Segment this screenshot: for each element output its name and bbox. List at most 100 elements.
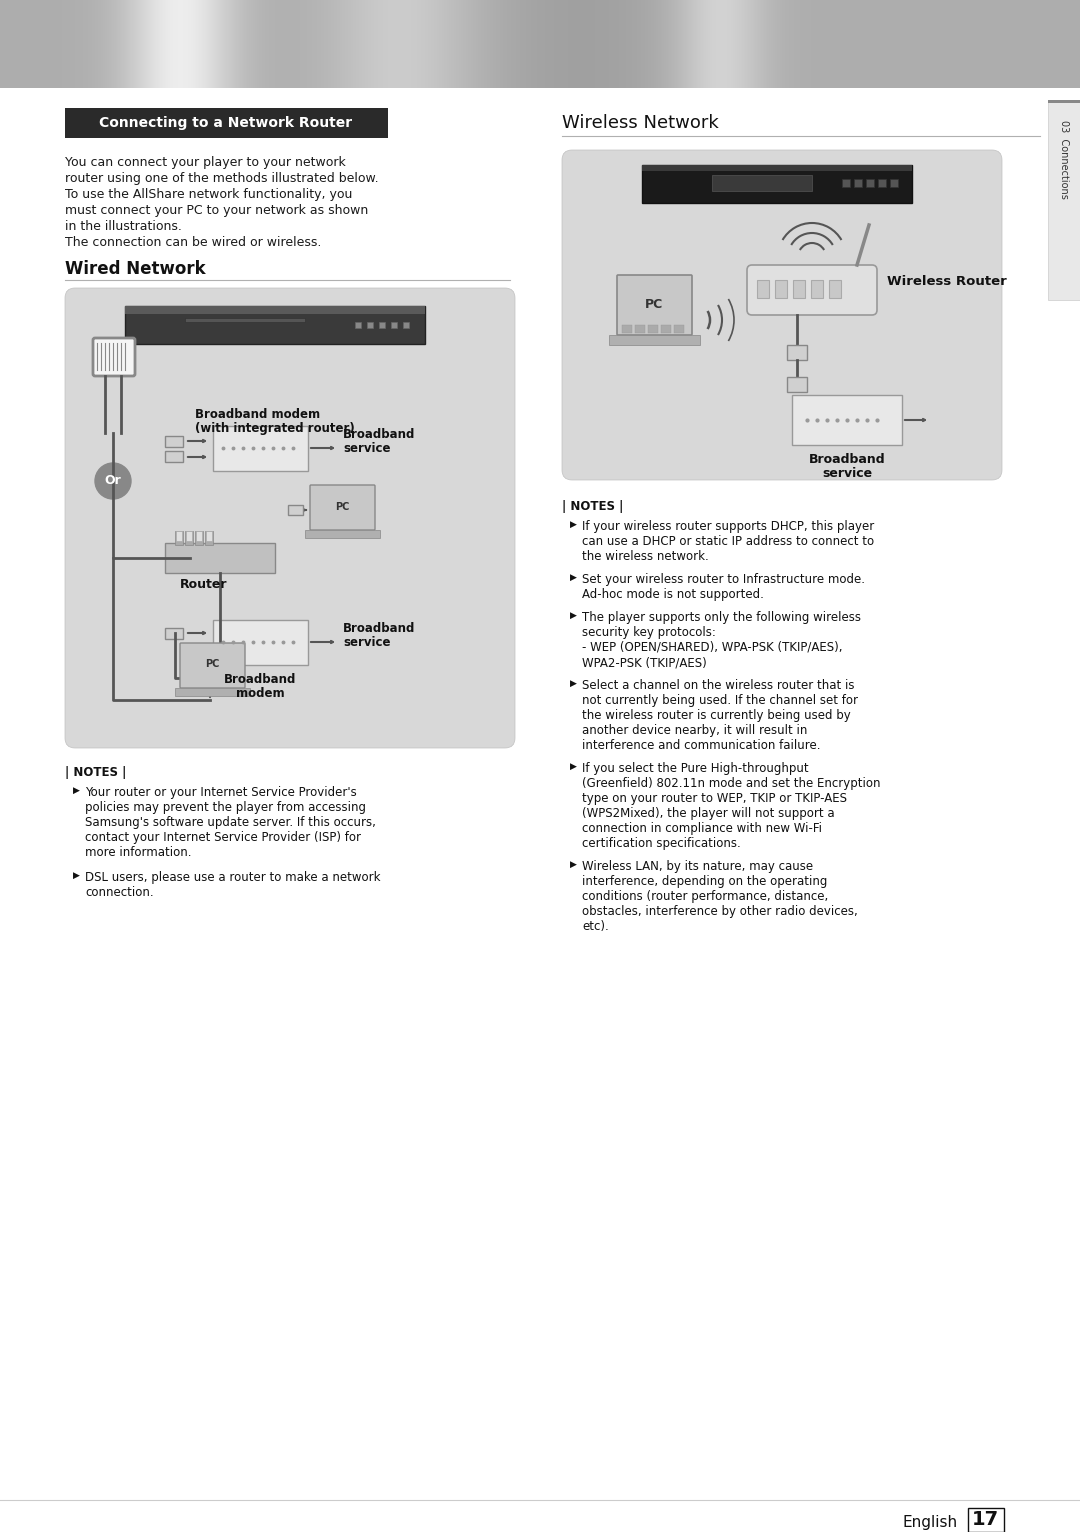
Bar [367, 322, 373, 328]
Bar [661, 325, 671, 332]
Text: conditions (router performance, distance,: conditions (router performance, distance… [582, 890, 828, 902]
Text: Wired Network: Wired Network [65, 260, 205, 277]
Bar [642, 165, 912, 204]
Bar [165, 450, 183, 463]
Bar [792, 395, 902, 444]
Text: certification specifications.: certification specifications. [582, 836, 741, 850]
Text: another device nearby, it will result in: another device nearby, it will result in [582, 725, 808, 737]
FancyBboxPatch shape [93, 339, 135, 375]
Bar [609, 336, 700, 345]
Circle shape [95, 463, 131, 499]
Bar [213, 620, 308, 665]
Text: Broadband: Broadband [224, 673, 296, 686]
Bar [213, 426, 308, 470]
FancyBboxPatch shape [562, 150, 1002, 480]
Text: Or: Or [105, 475, 121, 487]
Bar [206, 532, 212, 541]
Text: interference and communication failure.: interference and communication failure. [582, 738, 821, 752]
FancyBboxPatch shape [65, 288, 515, 748]
Text: ▶: ▶ [73, 872, 80, 879]
Text: obstacles, interference by other radio devices,: obstacles, interference by other radio d… [582, 905, 858, 918]
Text: | NOTES |: | NOTES | [562, 499, 623, 513]
Text: router using one of the methods illustrated below.: router using one of the methods illustra… [65, 172, 379, 185]
Text: Your router or your Internet Service Provider's: Your router or your Internet Service Pro… [85, 786, 356, 800]
Text: policies may prevent the player from accessing: policies may prevent the player from acc… [85, 801, 366, 813]
Text: | NOTES |: | NOTES | [65, 766, 126, 778]
Text: can use a DHCP or static IP address to connect to: can use a DHCP or static IP address to c… [582, 535, 874, 548]
Text: Wireless LAN, by its nature, may cause: Wireless LAN, by its nature, may cause [582, 859, 813, 873]
Text: The connection can be wired or wireless.: The connection can be wired or wireless. [65, 236, 322, 250]
Text: You can connect your player to your network: You can connect your player to your netw… [65, 156, 346, 169]
Text: WPA2-PSK (TKIP/AES): WPA2-PSK (TKIP/AES) [582, 656, 706, 669]
Text: Wireless Network: Wireless Network [562, 113, 719, 132]
Text: If you select the Pure High-throughput: If you select the Pure High-throughput [582, 761, 809, 775]
Text: PC: PC [645, 299, 663, 311]
Bar [185, 532, 193, 545]
Bar [1048, 100, 1080, 103]
Bar [622, 325, 632, 332]
Bar [878, 179, 886, 187]
Bar [195, 532, 203, 545]
FancyBboxPatch shape [180, 643, 245, 688]
Text: English: English [903, 1515, 958, 1530]
Bar [205, 532, 213, 545]
Bar [165, 542, 275, 573]
Text: etc).: etc). [582, 921, 609, 933]
Text: ▶: ▶ [73, 786, 80, 795]
Text: Select a channel on the wireless router that is: Select a channel on the wireless router … [582, 679, 854, 692]
Text: must connect your PC to your network as shown: must connect your PC to your network as … [65, 204, 368, 218]
Text: security key protocols:: security key protocols: [582, 627, 716, 639]
Bar [355, 322, 361, 328]
Bar [403, 322, 409, 328]
Bar [165, 437, 183, 447]
Bar [674, 325, 684, 332]
Bar [305, 530, 380, 538]
Text: modem: modem [235, 686, 284, 700]
Bar [787, 377, 807, 392]
Text: more information.: more information. [85, 846, 191, 859]
Bar [185, 319, 305, 322]
Text: connection.: connection. [85, 885, 153, 899]
Text: (Greenfield) 802.11n mode and set the Encryption: (Greenfield) 802.11n mode and set the En… [582, 777, 880, 791]
Bar [65, 107, 388, 138]
Text: service: service [822, 467, 872, 480]
Text: Wireless Router: Wireless Router [887, 276, 1007, 288]
Text: 03  Connections: 03 Connections [1059, 119, 1069, 199]
Bar [854, 179, 862, 187]
Text: DSL users, please use a router to make a network: DSL users, please use a router to make a… [85, 872, 380, 884]
Text: ▶: ▶ [570, 611, 577, 620]
Bar [288, 506, 303, 515]
Bar [391, 322, 397, 328]
Text: - WEP (OPEN/SHARED), WPA-PSK (TKIP/AES),: - WEP (OPEN/SHARED), WPA-PSK (TKIP/AES), [582, 640, 842, 654]
Bar [125, 306, 426, 314]
Bar [712, 175, 812, 192]
Text: in the illustrations.: in the illustrations. [65, 221, 181, 233]
Bar [1048, 100, 1080, 300]
Text: Broadband modem: Broadband modem [195, 408, 320, 421]
Bar [195, 532, 202, 541]
Text: To use the AllShare network functionality, you: To use the AllShare network functionalit… [65, 188, 352, 201]
Bar [811, 280, 823, 299]
Bar [175, 688, 249, 696]
FancyBboxPatch shape [310, 486, 375, 530]
Text: ▶: ▶ [570, 859, 577, 869]
Text: Samsung's software update server. If this occurs,: Samsung's software update server. If thi… [85, 817, 376, 829]
Text: 17: 17 [971, 1511, 999, 1529]
Bar [787, 345, 807, 360]
Bar [793, 280, 805, 299]
Text: (with integrated router): (with integrated router) [195, 421, 354, 435]
Bar [379, 322, 384, 328]
Text: Set your wireless router to Infrastructure mode.: Set your wireless router to Infrastructu… [582, 573, 865, 587]
Bar [842, 179, 850, 187]
Text: service: service [343, 636, 391, 650]
Bar [165, 628, 183, 639]
Bar [0, 0, 1080, 87]
Text: ▶: ▶ [570, 679, 577, 688]
Text: Router: Router [180, 578, 228, 591]
Bar [829, 280, 841, 299]
Bar [175, 532, 183, 545]
Text: Broadband: Broadband [809, 453, 886, 466]
Text: (WPS2Mixed), the player will not support a: (WPS2Mixed), the player will not support… [582, 807, 835, 820]
Text: ▶: ▶ [570, 761, 577, 771]
Text: The player supports only the following wireless: The player supports only the following w… [582, 611, 861, 624]
